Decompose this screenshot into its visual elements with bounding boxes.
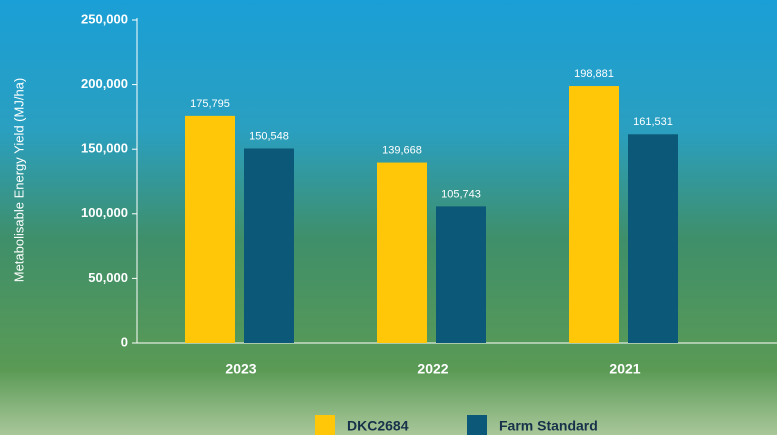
legend-swatch — [315, 415, 335, 435]
bar — [244, 148, 294, 343]
bar — [185, 115, 235, 343]
y-tick-label: 250,000 — [81, 11, 128, 26]
x-tick-label: 2021 — [609, 361, 640, 377]
bar — [628, 134, 678, 343]
bar — [436, 206, 486, 343]
bar — [569, 86, 619, 343]
value-label: 175,795 — [190, 98, 230, 110]
value-label: 139,668 — [382, 144, 422, 156]
y-tick-label: 200,000 — [81, 76, 128, 91]
y-tick-label: 50,000 — [88, 270, 128, 285]
legend-label: Farm Standard — [499, 418, 598, 434]
y-tick-label: 0 — [121, 334, 128, 349]
legend-swatch — [467, 415, 487, 435]
value-label: 161,531 — [633, 116, 673, 128]
y-axis-label: Metabolisable Energy Yield (MJ/ha) — [11, 78, 26, 283]
y-tick-label: 150,000 — [81, 141, 128, 156]
x-tick-label: 2023 — [225, 361, 256, 377]
y-tick-label: 100,000 — [81, 205, 128, 220]
legend-label: DKC2684 — [347, 418, 409, 434]
x-tick-label: 2022 — [417, 361, 448, 377]
value-label: 198,881 — [574, 68, 614, 80]
value-label: 105,743 — [441, 188, 481, 200]
value-label: 150,548 — [249, 130, 289, 142]
bar — [377, 162, 427, 343]
